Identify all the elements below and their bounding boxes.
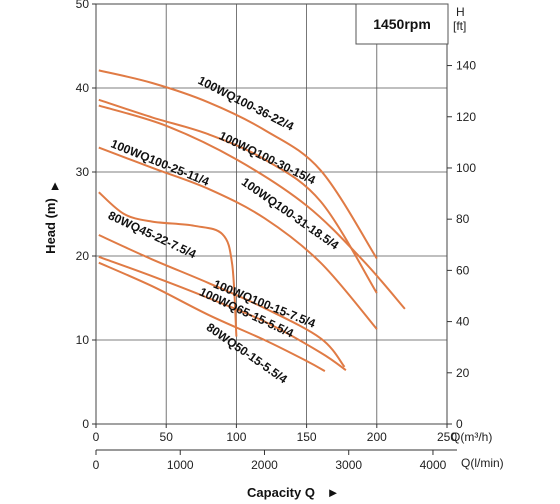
speed-label: 1450rpm — [373, 16, 431, 32]
lpm-tick-label: 3000 — [335, 458, 362, 472]
speed-box — [355, 3, 449, 45]
axes: 0 10 20 30 40 50 0 20 40 60 80 100 120 140 0 50 100 150 20… — [76, 0, 477, 472]
ft-tick-label: 140 — [456, 59, 476, 73]
x-tick-label: 100 — [226, 430, 246, 444]
curve-label-3: 100WQ100-25-11/4 — [109, 137, 212, 189]
ft-tick-label: 100 — [456, 161, 476, 175]
lpm-tick-label: 1000 — [167, 458, 194, 472]
pump-curve-8 — [98, 261, 326, 372]
x-tick-label: 250 — [437, 430, 457, 444]
grid — [95, 3, 448, 425]
pump-curve-1 — [98, 69, 378, 260]
secondary-x-unit: Q(l/min) — [461, 456, 504, 470]
y-tick-label: 10 — [76, 333, 90, 347]
x-axis-title: Capacity Q — [247, 485, 315, 500]
ft-tick-label: 120 — [456, 110, 476, 124]
secondary-y-unit-bottom: [ft] — [453, 19, 466, 33]
x-tick-label: 200 — [367, 430, 387, 444]
pump-curves — [98, 69, 406, 372]
curve-label-4: 100WQ100-31-18.5/4 — [239, 175, 342, 253]
y-tick-label: 30 — [76, 165, 90, 179]
lpm-tick-label: 4000 — [420, 458, 447, 472]
ft-tick-label: 0 — [456, 417, 463, 431]
plot-frame — [95, 3, 448, 425]
y-tick-label: 0 — [82, 417, 89, 431]
ft-tick-label: 20 — [456, 366, 470, 380]
secondary-y-unit-top: H — [456, 5, 465, 19]
pump-curve-4 — [98, 146, 378, 330]
y-tick-label: 20 — [76, 249, 90, 263]
curve-label-5: 80WQ45-22-7.5/4 — [106, 208, 199, 261]
primary-x-unit: Q(m³/h) — [451, 430, 492, 444]
lpm-tick-label: 0 — [93, 458, 100, 472]
y-axis-title: Head (m) — [43, 198, 58, 254]
y-tick-label: 40 — [76, 81, 90, 95]
x-axis-arrow: ► — [327, 485, 340, 500]
x-tick-label: 150 — [297, 430, 317, 444]
y-tick-label: 50 — [76, 0, 90, 11]
x-tick-label: 50 — [160, 430, 174, 444]
pump-curve-2 — [98, 98, 378, 294]
pump-curve-5 — [98, 191, 238, 337]
ft-tick-label: 80 — [456, 212, 470, 226]
ft-tick-label: 40 — [456, 315, 470, 329]
lpm-tick-label: 2000 — [251, 458, 278, 472]
y-axis-arrow: ▲ — [49, 178, 62, 193]
x-tick-label: 0 — [93, 430, 100, 444]
pump-curve-7 — [98, 255, 347, 372]
ft-tick-label: 60 — [456, 263, 470, 277]
pump-curve-3 — [98, 104, 406, 310]
pump-curve-6 — [98, 234, 346, 368]
